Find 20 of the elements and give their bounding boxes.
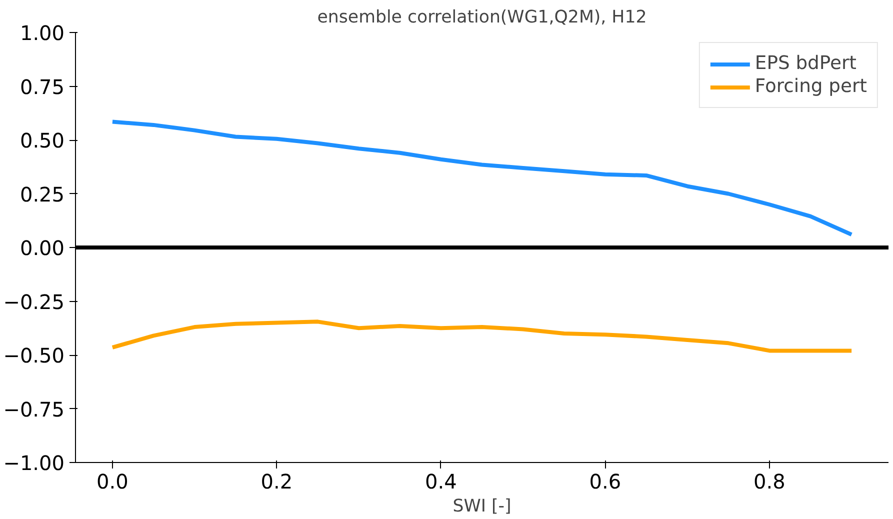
line-series xyxy=(110,320,854,353)
legend-label: Forcing pert xyxy=(754,76,867,97)
y-tick-label: 0.75 xyxy=(20,74,64,99)
legend-label: EPS bdPert xyxy=(754,53,856,74)
x-tick-label: 0.8 xyxy=(754,470,786,494)
x-axis-title: SWI [-] xyxy=(452,496,512,516)
x-tick-label: 0.4 xyxy=(425,470,457,494)
y-tick-label: 1.00 xyxy=(20,21,64,45)
y-tick-label: −0.50 xyxy=(3,344,65,368)
y-tick-label: −0.25 xyxy=(3,290,65,314)
x-tick-label: 0.6 xyxy=(589,470,622,494)
x-tick-label: 0.2 xyxy=(260,470,293,494)
x-tick-label: 0.0 xyxy=(96,470,128,494)
y-tick-label: −1.00 xyxy=(3,451,65,475)
y-tick-label: 0.00 xyxy=(20,236,64,260)
line-series xyxy=(110,120,854,237)
y-tick-label: 0.25 xyxy=(20,182,64,206)
chart-subtitle: ensemble correlation(WG1,Q2M), H12 xyxy=(317,8,647,28)
y-tick-label: 0.50 xyxy=(20,128,64,152)
y-tick-label: −0.75 xyxy=(3,397,65,422)
